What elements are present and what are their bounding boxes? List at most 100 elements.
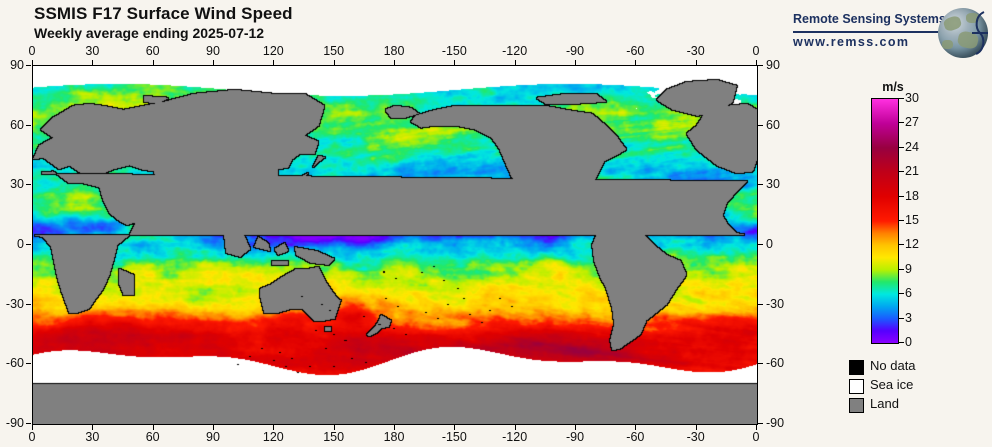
lat-tick-mark	[757, 65, 763, 66]
lon-tick-label: -90	[565, 44, 585, 58]
legend-label: No data	[870, 358, 916, 373]
lat-tick-label: 90	[766, 58, 780, 72]
legend-label: Land	[870, 396, 899, 411]
lon-tick-mark	[273, 60, 275, 65]
lat-tick-mark	[25, 303, 31, 305]
lon-tick-mark	[575, 60, 576, 65]
logo-swoosh-icon	[972, 11, 988, 55]
lon-tick-label: -30	[686, 44, 705, 58]
colorbar-tick-mark	[898, 268, 904, 270]
lon-tick-label: 0	[28, 44, 36, 58]
lat-tick-mark	[757, 303, 763, 305]
lon-tick-label: -150	[441, 44, 467, 58]
lon-tick-label: 150	[323, 430, 345, 444]
lon-tick-mark	[635, 424, 637, 430]
colorbar-gradient	[872, 99, 898, 343]
lon-tick-mark	[152, 60, 154, 65]
logo-organization-name: Remote Sensing Systems	[793, 12, 946, 26]
logo-website-url: www.remss.com	[793, 35, 910, 49]
lon-tick-label: -90	[565, 430, 585, 444]
map-legend: No data Sea ice Land	[849, 357, 979, 414]
lat-tick-mark	[757, 423, 763, 424]
lat-tick-label: 90	[10, 58, 24, 72]
lon-tick-label: -30	[686, 430, 705, 444]
lon-tick-label: 90	[206, 44, 220, 58]
lon-tick-label: 30	[85, 44, 100, 58]
colorbar-tick-label: 3	[905, 310, 912, 325]
lon-tick-label: -150	[441, 430, 467, 444]
lat-tick-label: -30	[5, 296, 24, 311]
lat-tick-label: 0	[766, 237, 773, 251]
legend-swatch	[849, 398, 864, 413]
lon-tick-label: -60	[626, 44, 645, 58]
lon-tick-mark	[92, 424, 94, 430]
lon-tick-mark	[213, 424, 214, 430]
lon-tick-label: 120	[262, 44, 284, 58]
lon-tick-label: 90	[206, 430, 220, 444]
colorbar-tick-mark	[898, 195, 904, 197]
lon-tick-label: 0	[752, 44, 760, 58]
logo-divider	[793, 31, 943, 33]
lat-tick-label: -90	[766, 416, 785, 430]
colorbar-tick-label: 0	[905, 335, 912, 349]
lat-tick-mark	[757, 363, 763, 365]
legend-item: Land	[849, 395, 979, 414]
lat-tick-label: -90	[5, 416, 24, 430]
lat-tick-label: 60	[10, 117, 24, 132]
lat-tick-mark	[757, 124, 763, 126]
world-map[interactable]	[32, 65, 758, 425]
lat-tick-mark	[757, 184, 763, 186]
lon-tick-label: 120	[262, 430, 284, 444]
colorbar-tick-label: 27	[905, 115, 919, 130]
colorbar-tick-mark	[898, 122, 904, 124]
lat-tick-label: -60	[5, 356, 24, 371]
colorbar-tick-label: 6	[905, 286, 912, 301]
lon-tick-label: 150	[323, 44, 345, 58]
lat-tick-label: 60	[766, 117, 780, 132]
lat-tick-mark	[25, 423, 31, 424]
lon-tick-label: 0	[752, 430, 760, 444]
colorbar-tick-mark	[898, 98, 904, 99]
lon-tick-label: 60	[145, 44, 160, 58]
lat-tick-mark	[25, 363, 31, 365]
lon-tick-label: 180	[383, 430, 405, 444]
legend-item: Sea ice	[849, 376, 979, 395]
lon-tick-mark	[394, 424, 395, 430]
lat-tick-label: -30	[766, 296, 785, 311]
lat-tick-label: 30	[10, 177, 24, 192]
colorbar-tick-label: 18	[905, 188, 919, 203]
page-subtitle: Weekly average ending 2025-07-12	[34, 25, 265, 41]
lon-tick-mark	[333, 60, 335, 65]
colorbar[interactable]	[871, 98, 899, 344]
colorbar-tick-label: 9	[905, 261, 912, 276]
lon-tick-label: -120	[502, 44, 528, 58]
lon-tick-mark	[32, 60, 33, 65]
legend-swatch	[849, 360, 864, 375]
lat-tick-label: 30	[766, 177, 780, 192]
lon-tick-mark	[756, 424, 757, 430]
colorbar-tick-mark	[898, 293, 904, 295]
legend-label: Sea ice	[870, 377, 914, 392]
legend-swatch	[849, 379, 864, 394]
colorbar-tick-label: 21	[905, 164, 919, 179]
lon-tick-label: 0	[28, 430, 36, 444]
lon-tick-mark	[152, 424, 154, 430]
lon-tick-label: 30	[85, 430, 100, 444]
lon-tick-label: 180	[383, 44, 405, 58]
colorbar-tick-label: 24	[905, 139, 919, 154]
lat-tick-label: -60	[766, 356, 785, 371]
lon-tick-mark	[695, 424, 697, 430]
lon-tick-mark	[575, 424, 576, 430]
colorbar-tick-mark	[898, 244, 904, 246]
page-title: SSMIS F17 Surface Wind Speed	[34, 4, 293, 23]
colorbar-units-label: m/s	[882, 80, 904, 94]
colorbar-tick-mark	[898, 220, 904, 221]
lon-tick-mark	[695, 60, 697, 65]
remss-logo[interactable]: Remote Sensing Systems www.remss.com	[793, 8, 988, 60]
lon-tick-label: -60	[626, 430, 645, 444]
lon-tick-mark	[514, 424, 516, 430]
lon-tick-mark	[635, 60, 637, 65]
lon-tick-label: -120	[502, 430, 528, 444]
lon-tick-mark	[514, 60, 516, 65]
